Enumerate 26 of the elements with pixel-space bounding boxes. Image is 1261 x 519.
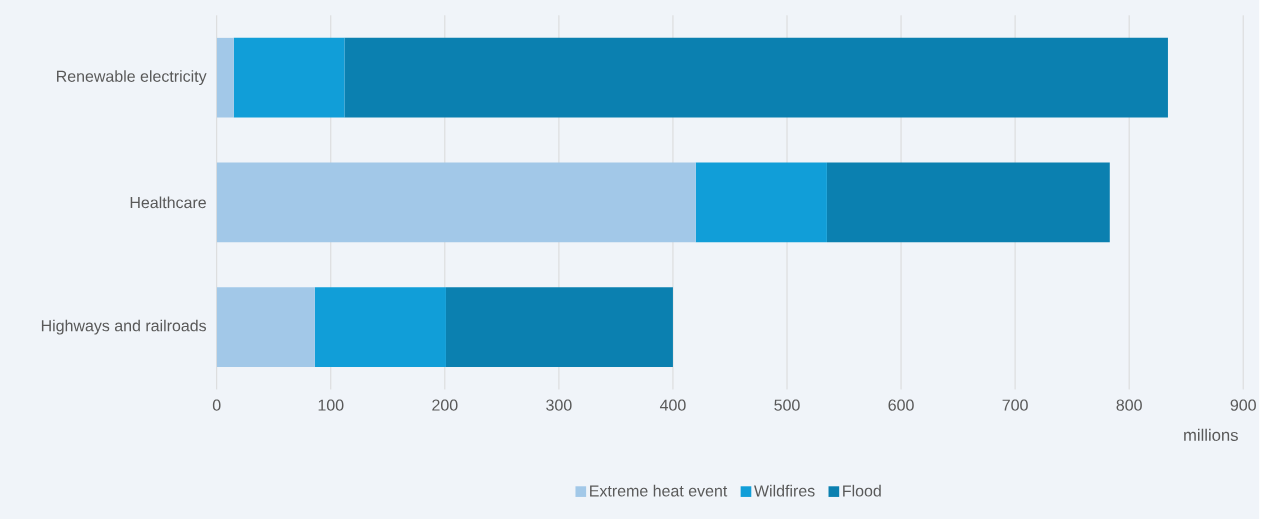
x-tick-label: 200	[432, 399, 458, 411]
bar	[314, 287, 446, 367]
legend-label: Extreme heat event	[590, 484, 728, 497]
bar	[344, 37, 1168, 118]
bar	[216, 287, 315, 367]
legend-label: Wildfires	[754, 484, 815, 497]
x-tick-label: 300	[546, 399, 572, 411]
bar	[216, 37, 234, 118]
y-tick-label: Highways and railroads	[41, 319, 207, 335]
x-tick-label: 700	[1002, 399, 1028, 411]
x-tick-label: 500	[774, 399, 800, 411]
x-tick-label: 0	[212, 399, 221, 411]
x-tick-label: 800	[1116, 399, 1142, 411]
legend-label: Flood	[843, 484, 881, 497]
x-tick-label: 600	[888, 399, 914, 411]
x-axis-title: millions	[1184, 428, 1238, 441]
y-tick-label: Renewable electricity	[57, 70, 207, 85]
bar	[233, 37, 345, 118]
x-tick-label: 100	[318, 399, 344, 411]
y-tick-label: Healthcare	[130, 196, 206, 209]
x-tick-label: 400	[659, 399, 686, 411]
bar	[445, 287, 673, 367]
bar	[216, 162, 696, 243]
bar	[826, 162, 1110, 243]
x-tick-label: 900	[1230, 399, 1256, 411]
bar	[695, 162, 827, 243]
